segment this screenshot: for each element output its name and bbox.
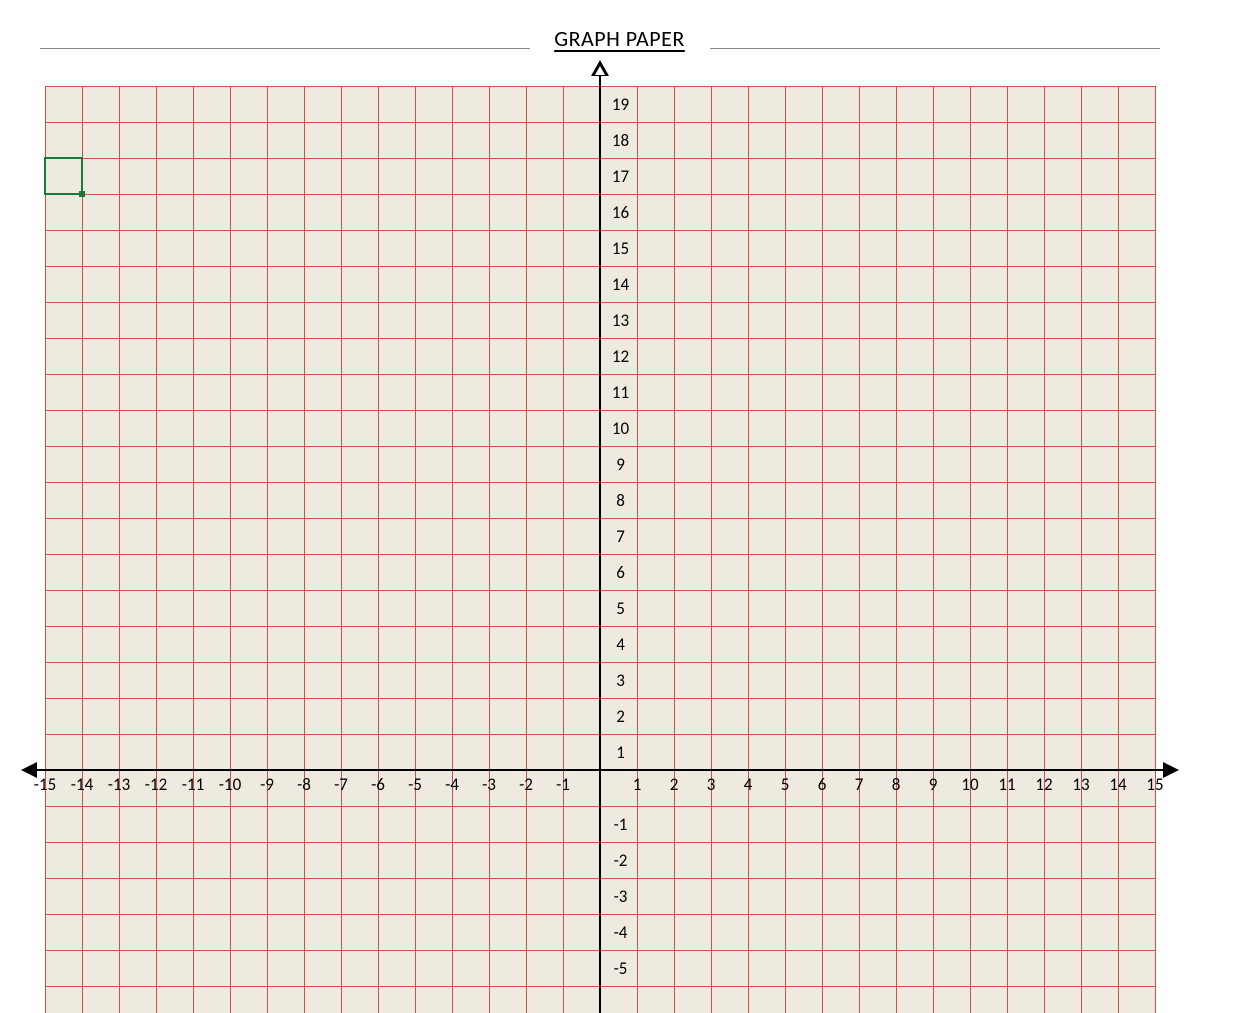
x-axis-label: 15 <box>1137 774 1174 795</box>
x-axis-label: 6 <box>804 774 841 795</box>
grid-line-vertical <box>1118 86 1119 1013</box>
x-axis-label: 9 <box>915 774 952 795</box>
y-axis-label: 4 <box>606 634 635 655</box>
grid-line-vertical <box>933 86 934 1013</box>
x-axis-label: -7 <box>323 774 360 795</box>
x-axis-label: 11 <box>989 774 1026 795</box>
x-axis-label: 8 <box>878 774 915 795</box>
y-axis-label: 10 <box>606 418 635 439</box>
grid-line-vertical <box>119 86 120 1013</box>
grid-line-vertical <box>82 86 83 1013</box>
y-axis-label: 3 <box>606 670 635 691</box>
x-axis-label: 4 <box>730 774 767 795</box>
grid-line-vertical <box>304 86 305 1013</box>
x-axis-label: -4 <box>434 774 471 795</box>
y-axis-label: 14 <box>606 274 635 295</box>
x-axis-label: -15 <box>27 774 64 795</box>
grid-line-vertical <box>1044 86 1045 1013</box>
x-axis-label: -9 <box>249 774 286 795</box>
y-axis-label: 12 <box>606 346 635 367</box>
grid-line-vertical <box>267 86 268 1013</box>
y-axis-label: 11 <box>606 382 635 403</box>
x-axis-label: 14 <box>1100 774 1137 795</box>
x-axis-label: 13 <box>1063 774 1100 795</box>
x-axis-label: -6 <box>360 774 397 795</box>
y-axis-arrow-up-inner-icon <box>595 66 605 75</box>
y-axis-label: 8 <box>606 490 635 511</box>
x-axis-label: -11 <box>175 774 212 795</box>
y-axis-label: 15 <box>606 238 635 259</box>
x-axis-label: -10 <box>212 774 249 795</box>
graph-paper[interactable]: 19181716151413121110987654321-1-2-3-4-5-… <box>45 86 1155 1013</box>
y-axis <box>599 68 601 1013</box>
x-axis-label: 10 <box>952 774 989 795</box>
grid-line-vertical <box>193 86 194 1013</box>
x-axis-label: -3 <box>471 774 508 795</box>
grid-line-vertical <box>1007 86 1008 1013</box>
cell-selection-handle[interactable] <box>79 191 85 197</box>
x-axis-label: 2 <box>656 774 693 795</box>
x-axis-label: 7 <box>841 774 878 795</box>
grid-line-vertical <box>1155 86 1156 1013</box>
x-axis-label: -8 <box>286 774 323 795</box>
y-axis-label: 17 <box>606 166 635 187</box>
title-rule-right <box>710 48 1161 49</box>
grid-line-vertical <box>822 86 823 1013</box>
y-axis-label: 18 <box>606 130 635 151</box>
grid-line-vertical <box>341 86 342 1013</box>
y-axis-label: 7 <box>606 526 635 547</box>
y-axis-label: 9 <box>606 454 635 475</box>
x-axis-label: -13 <box>101 774 138 795</box>
grid-line-vertical <box>637 86 638 1013</box>
x-axis-label: 12 <box>1026 774 1063 795</box>
y-axis-label: -4 <box>606 922 635 943</box>
y-axis-label: -3 <box>606 886 635 907</box>
y-axis-label: 1 <box>606 742 635 763</box>
x-axis-label: -1 <box>545 774 582 795</box>
grid-line-vertical <box>563 86 564 1013</box>
grid-line-vertical <box>1081 86 1082 1013</box>
x-axis-label: 1 <box>619 774 656 795</box>
x-axis-label: -2 <box>508 774 545 795</box>
grid-line-vertical <box>378 86 379 1013</box>
grid-line-vertical <box>674 86 675 1013</box>
x-axis-label: -12 <box>138 774 175 795</box>
y-axis-label: 13 <box>606 310 635 331</box>
grid-line-vertical <box>711 86 712 1013</box>
x-axis-label: 5 <box>767 774 804 795</box>
grid-line-vertical <box>156 86 157 1013</box>
grid-line-vertical <box>859 86 860 1013</box>
y-axis-label: 2 <box>606 706 635 727</box>
y-axis-label: 6 <box>606 562 635 583</box>
y-axis-label: -2 <box>606 850 635 871</box>
page-title: GRAPH PAPER <box>554 25 685 52</box>
y-axis-label: -5 <box>606 958 635 979</box>
y-axis-label: 16 <box>606 202 635 223</box>
page: GRAPH PAPER 1918171615141312111098765432… <box>0 0 1239 1013</box>
grid-line-vertical <box>896 86 897 1013</box>
grid-line-vertical <box>230 86 231 1013</box>
cell-selection[interactable] <box>44 157 83 195</box>
grid-line-vertical <box>526 86 527 1013</box>
title-rule-left <box>40 48 530 49</box>
grid-line-vertical <box>452 86 453 1013</box>
grid-line-vertical <box>748 86 749 1013</box>
y-axis-label: -1 <box>606 814 635 835</box>
y-axis-label: 19 <box>606 94 635 115</box>
grid-line-vertical <box>489 86 490 1013</box>
grid-line-vertical <box>45 86 46 1013</box>
x-axis-label: -5 <box>397 774 434 795</box>
grid-line-vertical <box>415 86 416 1013</box>
y-axis-label: 5 <box>606 598 635 619</box>
x-axis-label: 3 <box>693 774 730 795</box>
x-axis-label: -14 <box>64 774 101 795</box>
grid-line-vertical <box>970 86 971 1013</box>
grid-line-vertical <box>785 86 786 1013</box>
